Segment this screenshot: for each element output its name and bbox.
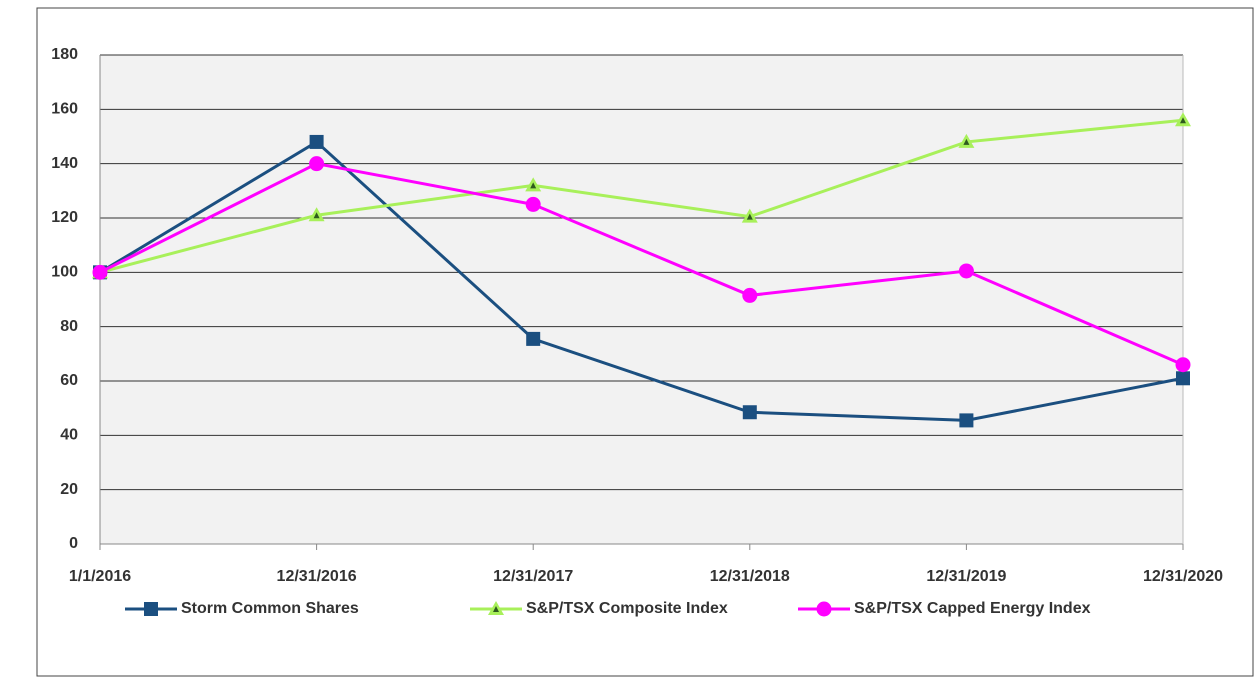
marker	[816, 601, 832, 617]
marker	[742, 405, 757, 420]
plot-area	[100, 55, 1183, 544]
marker	[144, 602, 158, 616]
marker-inner	[530, 182, 537, 189]
x-tick-label: 12/31/2016	[277, 568, 357, 585]
chart-frame	[36, 7, 1254, 677]
legend-label: S&P/TSX Composite Index	[526, 600, 728, 617]
series-line	[99, 162, 1184, 367]
y-tick-label: 160	[51, 101, 78, 118]
series-line	[99, 118, 1184, 274]
marker	[526, 331, 541, 346]
x-tick-label: 12/31/2020	[1143, 568, 1223, 585]
x-tick-label: 12/31/2019	[926, 568, 1006, 585]
y-tick-label: 20	[60, 481, 78, 498]
y-tick-label: 100	[51, 264, 78, 281]
y-tick-label: 60	[60, 372, 78, 389]
series-line	[99, 140, 1184, 422]
marker	[525, 196, 541, 212]
marker	[1175, 357, 1191, 373]
y-tick-label: 180	[51, 46, 78, 63]
marker	[959, 413, 974, 428]
marker	[1176, 371, 1190, 386]
marker-inner	[1180, 117, 1186, 124]
marker-inner	[493, 606, 499, 612]
y-tick-label: 0	[69, 535, 78, 552]
marker	[958, 263, 974, 279]
marker-inner	[313, 212, 320, 219]
y-tick-label: 120	[51, 209, 78, 226]
marker-inner	[963, 138, 970, 145]
legend-label: S&P/TSX Capped Energy Index	[854, 600, 1091, 617]
x-tick-label: 12/31/2017	[493, 568, 573, 585]
x-tick-label: 1/1/2016	[69, 568, 131, 585]
marker	[92, 264, 108, 280]
y-tick-label: 140	[51, 155, 78, 172]
y-tick-label: 80	[60, 318, 78, 335]
y-tick-label: 40	[60, 427, 78, 444]
legend-label: Storm Common Shares	[181, 600, 359, 617]
marker	[742, 287, 758, 303]
marker	[309, 156, 325, 172]
x-tick-label: 12/31/2018	[710, 568, 790, 585]
marker-inner	[746, 213, 753, 220]
marker	[309, 134, 324, 149]
